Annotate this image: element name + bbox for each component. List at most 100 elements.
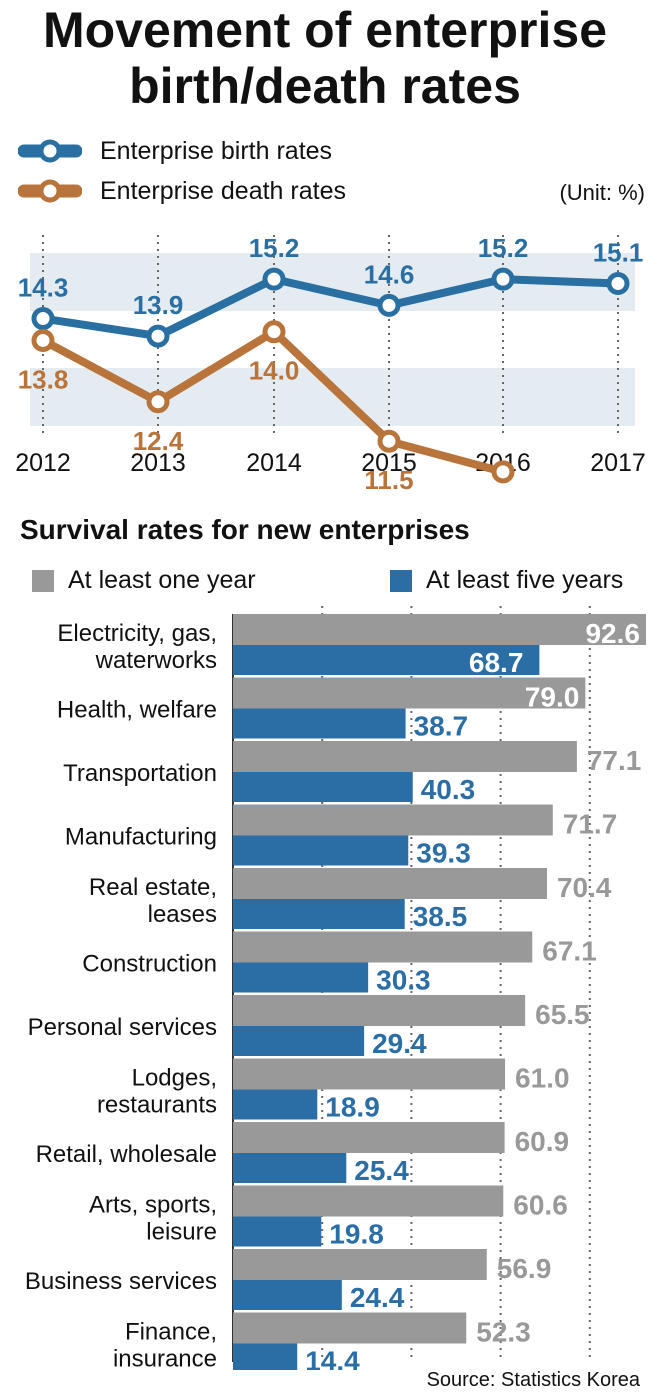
data-label-one-year: 79.0 [525, 682, 580, 713]
bar-five-years [233, 1343, 298, 1370]
data-label-five-years: 29.4 [372, 1028, 427, 1059]
legend-five-years: At least five years [390, 566, 623, 595]
data-label-one-year: 92.6 [585, 618, 640, 649]
data-label: 14.0 [249, 356, 300, 386]
legend-one-year-swatch [32, 569, 54, 592]
data-point [146, 324, 170, 348]
bar-five-years [233, 1089, 318, 1120]
bar-five-years [233, 1216, 322, 1247]
data-point [377, 429, 401, 453]
data-label: 15.1 [593, 238, 644, 268]
legend-death-label: Enterprise death rates [100, 176, 346, 205]
legend-five-years-label: At least five years [426, 566, 624, 594]
data-label-one-year: 61.0 [515, 1063, 570, 1094]
data-label-five-years: 19.8 [329, 1219, 384, 1250]
bar-chart: 92.6 68.7 Electricity, gas,waterworks 79.0 3… [25, 606, 646, 1371]
bar-one-year [233, 1185, 504, 1217]
legend-one-year: At least one year [32, 566, 256, 595]
data-label: 14.6 [364, 259, 415, 289]
legend-birth-label: Enterprise birth rates [100, 136, 333, 165]
data-label: 14.3 [18, 273, 69, 303]
bar-one-year [233, 741, 577, 772]
data-label-one-year: 77.1 [587, 745, 642, 776]
category-label: Finance, [125, 1319, 217, 1346]
legend-birth-swatch-icon [18, 139, 82, 163]
bar-five-years [233, 899, 405, 929]
legend-one-year-label: At least one year [68, 566, 256, 594]
bar-one-year [233, 868, 547, 899]
category-label: Health, welfare [57, 697, 217, 724]
data-label-one-year: 52.3 [476, 1317, 531, 1348]
bar-five-years [233, 1153, 347, 1183]
data-label-five-years: 40.3 [421, 774, 476, 805]
data-point [31, 307, 55, 331]
data-point [262, 267, 286, 291]
data-label-five-years: 18.9 [325, 1092, 380, 1123]
bar-one-year [233, 1122, 505, 1153]
legend-birth: Enterprise birth rates [18, 134, 332, 168]
data-label-five-years: 68.7 [469, 647, 524, 678]
x-tick-label: 2012 [15, 449, 71, 477]
bar-one-year [233, 677, 586, 709]
bar-one-year [233, 1249, 487, 1280]
data-label-one-year: 67.1 [542, 936, 597, 967]
data-label: 12.4 [133, 426, 184, 456]
bar-one-year [233, 931, 533, 963]
data-label: 13.9 [133, 290, 184, 320]
series-line-birth [42, 275, 619, 341]
data-label: 15.2 [478, 233, 529, 263]
data-label: 11.5 [364, 465, 413, 490]
category-label: Lodges, [132, 1065, 217, 1092]
category-label: Transportation [63, 760, 217, 787]
bar-five-years [233, 645, 540, 675]
data-label-five-years: 38.7 [414, 711, 469, 742]
unit-label: (Unit: %) [559, 180, 645, 205]
category-label: Retail, wholesale [36, 1141, 217, 1168]
data-point [377, 293, 401, 317]
title-line-2: birth/death rates [129, 58, 521, 114]
bar-one-year [233, 995, 526, 1026]
data-label-five-years: 24.4 [350, 1282, 405, 1313]
legend-death: Enterprise death rates [18, 174, 346, 208]
data-label-five-years: 14.4 [305, 1346, 360, 1371]
x-tick-label: 2013 [130, 449, 186, 477]
data-label-five-years: 25.4 [354, 1155, 409, 1186]
category-label: Manufacturing [65, 824, 217, 851]
data-point [491, 267, 515, 291]
category-label: Business services [25, 1268, 217, 1295]
legend-five-years-swatch [390, 569, 412, 592]
line-chart: 20122013201420152016201714.313.915.214.6… [15, 233, 646, 490]
data-label-one-year: 71.7 [563, 809, 618, 840]
bar-one-year [233, 804, 553, 836]
category-label: Arts, sports, [89, 1192, 217, 1219]
data-label-five-years: 38.5 [413, 901, 468, 932]
category-label: Electricity, gas, [57, 620, 217, 647]
bar-five-years [233, 835, 409, 866]
bar-five-years [233, 772, 413, 802]
bar-one-year [233, 614, 646, 645]
data-label-one-year: 56.9 [497, 1253, 552, 1284]
title-line-1: Movement of enterprise [42, 2, 607, 58]
data-label: 13.8 [18, 364, 69, 394]
category-label: Real estate, [89, 874, 217, 901]
category-label: restaurants [97, 1092, 217, 1119]
bar-five-years [233, 962, 369, 993]
category-label: Construction [82, 951, 217, 978]
legend-death-swatch-icon [18, 179, 82, 203]
x-tick-label: 2014 [246, 449, 302, 477]
data-label-five-years: 30.3 [376, 965, 431, 996]
data-label: 15.2 [249, 233, 300, 263]
category-label: waterworks [95, 647, 217, 674]
data-label-one-year: 60.6 [513, 1190, 568, 1221]
data-label-one-year: 60.9 [515, 1126, 570, 1157]
x-tick-label: 2015 [361, 449, 417, 477]
bar-five-years [233, 708, 406, 739]
category-label: leisure [146, 1219, 217, 1246]
data-point [31, 328, 55, 352]
bar-chart-title: Survival rates for new enterprises [20, 514, 470, 545]
x-tick-label: 2017 [590, 449, 646, 477]
bar-one-year [233, 1058, 506, 1090]
source-note: Source: Statistics Korea [426, 1369, 640, 1391]
bar-one-year [233, 1312, 467, 1344]
data-point [146, 390, 170, 414]
